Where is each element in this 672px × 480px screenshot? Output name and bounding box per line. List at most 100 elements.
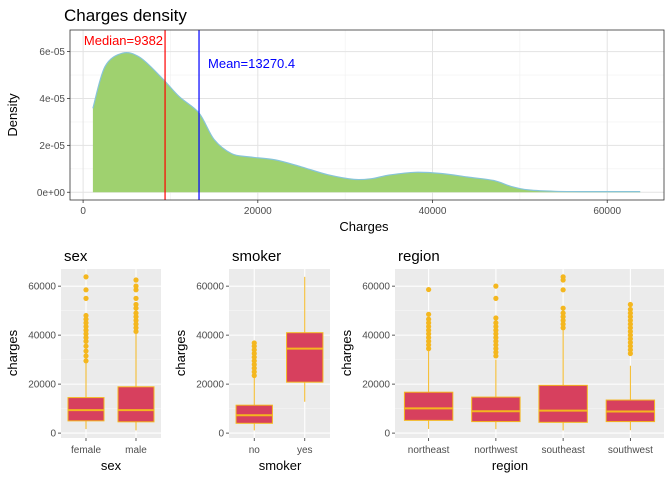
outlier-point — [426, 323, 432, 330]
smoker-y-tick-label: 60000 — [196, 282, 224, 293]
iqr-box — [538, 384, 588, 423]
sex-box-male — [117, 277, 155, 431]
outlier-point — [83, 334, 89, 341]
outlier-point — [627, 321, 633, 327]
outlier-point — [251, 361, 257, 368]
density-area — [92, 52, 641, 193]
outlier-point — [133, 328, 139, 335]
outlier-point — [133, 283, 139, 289]
outlier-point — [426, 286, 432, 293]
smoker-y-axis-label: charges — [173, 329, 188, 376]
outlier-point — [251, 365, 257, 371]
region-boxplot: 0 20000 40000 60000 northeast northwest southe… — [339, 248, 664, 473]
outlier-point — [560, 314, 566, 320]
sex-plot-layer: 0 20000 40000 60000 female male — [28, 269, 161, 456]
density-line — [92, 52, 641, 193]
smoker-y-tick-label: 0 — [218, 429, 224, 440]
smoker-x-axis-label: smoker — [259, 458, 302, 473]
sex-x-tick-label: female — [71, 445, 101, 456]
outlier-point — [493, 315, 499, 321]
outlier-point — [493, 338, 499, 344]
region-y-tick-label: 20000 — [362, 380, 390, 391]
outlier-point — [493, 342, 499, 348]
mean-label: Mean=13270.4 — [208, 56, 295, 71]
density-x-tick-label: 60000 — [593, 206, 621, 217]
outlier-point — [251, 358, 257, 364]
outlier-point — [426, 331, 432, 337]
outlier-point — [493, 353, 499, 359]
outlier-point — [83, 312, 89, 319]
region-title: region — [398, 248, 440, 265]
outlier-point — [493, 346, 499, 352]
outlier-point — [426, 327, 432, 333]
iqr-box — [403, 391, 454, 421]
outlier-point — [560, 274, 566, 280]
outlier-point — [627, 301, 633, 308]
region-box-southeast — [538, 274, 588, 431]
outlier-point — [560, 310, 566, 316]
outlier-point — [627, 339, 633, 346]
outlier-point — [627, 336, 633, 342]
outlier-point — [560, 305, 566, 311]
iqr-box — [471, 396, 521, 423]
outlier-point — [251, 350, 257, 357]
outlier-point — [426, 346, 432, 352]
sex-box-female — [67, 274, 105, 430]
smoker-plot-layer: 0 20000 40000 60000 no yes — [196, 269, 330, 456]
density-chart: Charges density Median=9382Mean=13270.4 … — [5, 6, 665, 234]
outlier-point — [493, 334, 499, 341]
outlier-point — [251, 340, 257, 346]
outlier-point — [83, 338, 89, 344]
smoker-box-no — [235, 340, 273, 431]
outlier-point — [627, 343, 633, 349]
region-y-tick-label: 60000 — [362, 282, 390, 293]
outlier-point — [560, 287, 566, 293]
outlier-point — [627, 350, 633, 357]
density-y-axis-label: Density — [5, 93, 20, 137]
outlier-point — [426, 311, 432, 317]
region-y-tick-label: 0 — [384, 429, 390, 440]
outlier-point — [251, 369, 257, 375]
sex-y-tick-label: 0 — [50, 429, 56, 440]
outlier-point — [426, 334, 432, 341]
outlier-point — [560, 317, 566, 324]
density-y-tick-label: 0e+00 — [37, 188, 66, 199]
smoker-x-tick-label: yes — [297, 445, 313, 456]
region-plot-layer: 0 20000 40000 60000 northeast northwest southe… — [362, 269, 664, 456]
outlier-point — [426, 320, 432, 326]
outlier-point — [627, 314, 633, 320]
density-x-tick-label: 0 — [80, 206, 86, 217]
density-x-tick-label: 20000 — [244, 206, 272, 217]
outlier-point — [83, 331, 89, 337]
region-x-axis-label: region — [492, 458, 528, 473]
outlier-point — [83, 343, 89, 349]
outlier-point — [627, 347, 633, 353]
sex-y-tick-label: 60000 — [28, 282, 56, 293]
region-box-southwest — [605, 301, 656, 431]
outlier-point — [133, 287, 139, 293]
outlier-point — [493, 331, 499, 337]
smoker-title: smoker — [232, 248, 281, 265]
outlier-point — [83, 348, 89, 354]
outlier-point — [133, 277, 139, 283]
outlier-point — [627, 328, 633, 335]
outlier-point — [83, 274, 89, 280]
outlier-point — [493, 283, 499, 289]
region-x-tick-label: northwest — [474, 445, 518, 456]
outlier-point — [251, 354, 257, 360]
outlier-point — [251, 372, 257, 379]
smoker-boxplot: 0 20000 40000 60000 no yes smoker smoker charg… — [173, 248, 330, 473]
density-panel-border — [69, 29, 665, 201]
outlier-point — [133, 295, 139, 301]
outlier-point — [560, 325, 566, 331]
region-x-tick-label: southwest — [608, 445, 653, 456]
iqr-box — [286, 332, 324, 383]
outlier-point — [627, 317, 633, 324]
outlier-point — [133, 310, 139, 316]
region-box-northwest — [471, 283, 521, 430]
density-x-axis-label: Charges — [339, 219, 389, 234]
region-box-northeast — [403, 286, 454, 429]
outlier-point — [426, 338, 432, 344]
